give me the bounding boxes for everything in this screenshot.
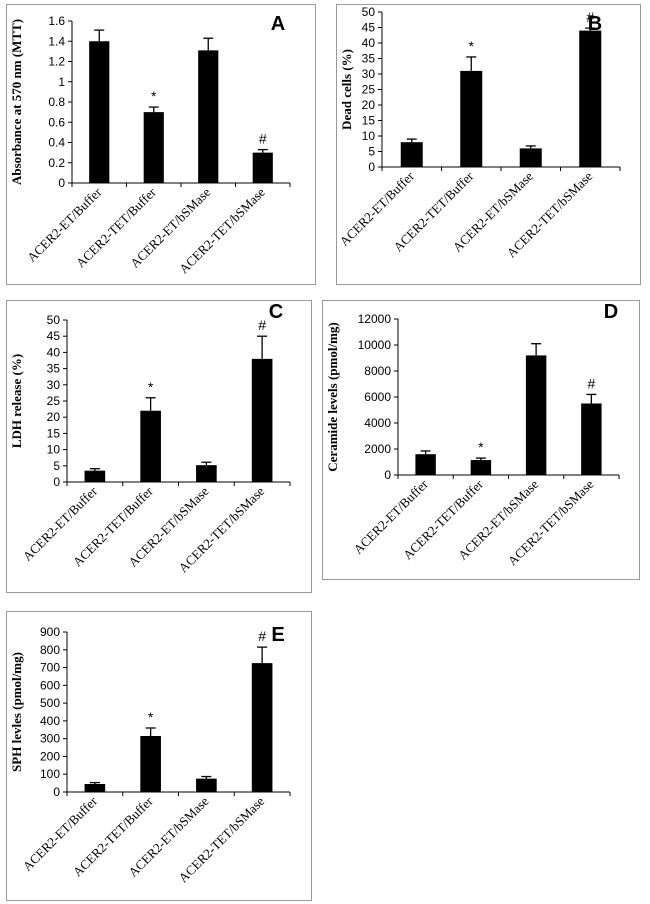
- y-tick-label: 1: [58, 75, 65, 89]
- y-tick-label: 30: [47, 378, 61, 392]
- y-tick-label: 15: [47, 426, 61, 440]
- bar: [143, 112, 164, 183]
- y-tick-label: 8000: [364, 364, 391, 378]
- y-tick-label: 40: [47, 345, 61, 359]
- y-tick-label: 400: [40, 714, 60, 728]
- bar: [581, 403, 602, 475]
- y-tick-label: 300: [40, 732, 60, 746]
- chart-b: 05101520253035404550ACER2-ET/Buffer*ACER…: [336, 5, 621, 260]
- y-tick-label: 6000: [364, 390, 391, 404]
- y-tick-label: 35: [362, 52, 376, 66]
- y-tick-label: 700: [40, 661, 60, 675]
- y-tick-label: 0.2: [48, 156, 65, 170]
- bar: [460, 70, 483, 167]
- y-axis-title: Absorbance at 570 nm (MTT): [9, 19, 24, 185]
- chart-c: 05101520253035404550ACER2-ET/Buffer*ACER…: [9, 301, 291, 575]
- significance-marker: #: [586, 9, 594, 25]
- y-tick-label: 50: [362, 5, 376, 19]
- y-tick-label: 0.6: [48, 115, 65, 129]
- bar: [198, 50, 219, 183]
- y-tick-label: 0.8: [48, 95, 65, 109]
- bar: [525, 355, 547, 475]
- bar: [519, 148, 542, 167]
- panel-letter: B: [588, 13, 602, 35]
- bar: [400, 142, 423, 167]
- bar: [140, 410, 161, 482]
- panel-letter: D: [604, 301, 618, 323]
- y-tick-label: 25: [47, 394, 61, 408]
- significance-marker: *: [478, 439, 484, 455]
- bar: [196, 465, 217, 482]
- y-tick-label: 1.6: [48, 14, 65, 28]
- panel-letter: E: [271, 624, 284, 646]
- y-tick-label: 2000: [364, 442, 391, 456]
- y-tick-label: 5: [368, 145, 375, 159]
- y-axis-title: LDH release (%): [9, 354, 24, 448]
- bar: [84, 784, 106, 792]
- significance-marker: *: [148, 379, 154, 395]
- significance-marker: #: [259, 131, 267, 147]
- y-tick-label: 1.4: [48, 34, 65, 48]
- y-tick-label: 0: [368, 160, 375, 174]
- bar: [252, 152, 273, 183]
- y-tick-label: 4000: [364, 416, 391, 430]
- y-tick-label: 10: [47, 443, 61, 457]
- y-tick-label: 5: [53, 459, 60, 473]
- significance-marker: *: [148, 709, 154, 725]
- y-tick-label: 800: [40, 643, 60, 657]
- y-tick-label: 200: [40, 749, 60, 763]
- panel-c: 0 5 10 15 20 25 30 35 40 45 50 ACER2-ET/Buffer * ACER…: [6, 300, 312, 593]
- y-tick-label: 20: [47, 410, 61, 424]
- bar: [251, 358, 273, 482]
- y-axis-title: SPH levles (pmol/mg): [9, 652, 24, 772]
- bar: [415, 454, 436, 475]
- panel-b: 0 5 10 15 20 25 30 35 40 45 50 ACER2-ET/Buffer * ACER…: [336, 4, 641, 285]
- panel-d: 0 2000 4000 6000 8000 10000 12000 ACER2-ET/Buff…: [322, 300, 640, 580]
- panel-a: 0 0.2 0.4 0.6 0.8 1 1.2 1.4 1.6 ACER2-ET/Buffer * A…: [6, 4, 316, 285]
- y-tick-label: 0.4: [48, 136, 65, 150]
- panel-e: 0 100 200 300 400 500 600 700 800 900 ACER2-ET/Buf…: [6, 611, 312, 901]
- y-tick-label: 25: [362, 83, 376, 97]
- y-tick-label: 45: [362, 21, 376, 35]
- chart-e: 0100200300400500600700800900ACER2-ET/Buf…: [9, 624, 291, 885]
- significance-marker: *: [151, 88, 157, 104]
- y-tick-label: 0: [53, 785, 60, 799]
- significance-marker: #: [258, 628, 266, 644]
- y-tick-label: 12000: [358, 312, 392, 326]
- significance-marker: #: [587, 375, 595, 391]
- y-tick-label: 1.2: [48, 55, 65, 69]
- y-axis-title: Dead cells (%): [339, 49, 354, 130]
- chart-a: 00.20.40.60.811.21.41.6ACER2-ET/Buffer*A…: [9, 13, 291, 276]
- bar: [579, 30, 602, 167]
- y-tick-label: 0: [384, 468, 391, 482]
- y-tick-label: 20: [362, 98, 376, 112]
- bar: [251, 663, 273, 792]
- bar: [196, 778, 217, 792]
- y-tick-label: 0: [53, 475, 60, 489]
- significance-marker: *: [469, 38, 475, 54]
- y-tick-label: 500: [40, 696, 60, 710]
- y-axis-title: Ceramide levels (pmol/mg): [325, 322, 340, 471]
- chart-d: 020004000600080001000012000ACER2-ET/Buff…: [325, 301, 620, 568]
- y-tick-label: 15: [362, 114, 376, 128]
- y-tick-label: 30: [362, 67, 376, 81]
- panel-letter: C: [269, 301, 283, 323]
- y-tick-label: 35: [47, 362, 61, 376]
- bar: [470, 460, 492, 475]
- y-tick-label: 50: [47, 313, 61, 327]
- y-tick-label: 10: [362, 129, 376, 143]
- y-tick-label: 600: [40, 678, 60, 692]
- significance-marker: #: [258, 317, 266, 333]
- y-tick-label: 10000: [358, 338, 392, 352]
- bar: [84, 470, 106, 482]
- bar: [140, 736, 161, 792]
- panel-letter: A: [271, 13, 285, 35]
- y-tick-label: 40: [362, 36, 376, 50]
- y-tick-label: 45: [47, 329, 61, 343]
- y-tick-label: 900: [40, 625, 60, 639]
- bar: [89, 41, 110, 183]
- y-tick-label: 100: [40, 767, 60, 781]
- y-tick-label: 0: [58, 176, 65, 190]
